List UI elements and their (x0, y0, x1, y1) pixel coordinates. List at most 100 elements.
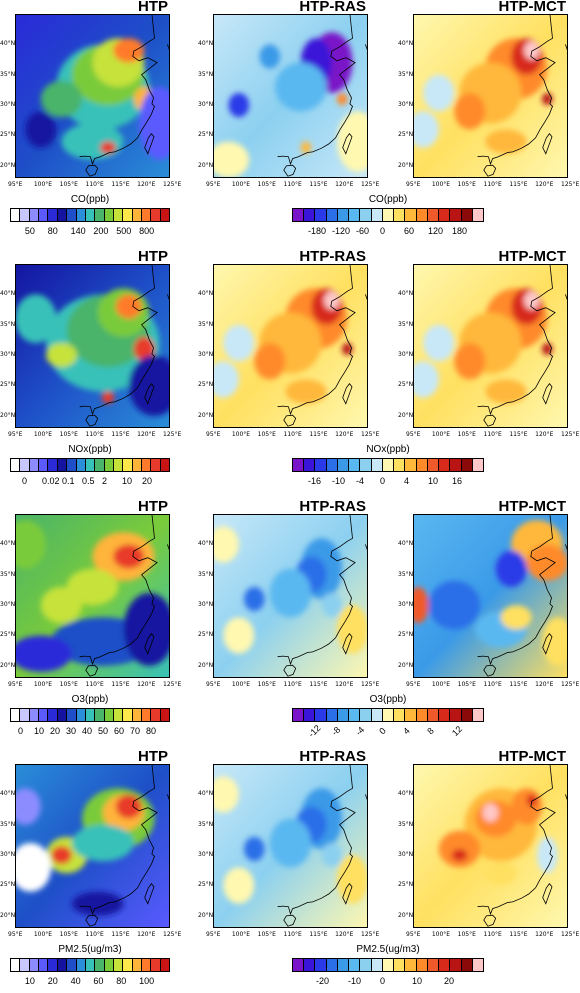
colorbar-swatch (472, 459, 483, 471)
colorbar-tick-label: 120 (428, 226, 444, 236)
colorbar-tick-label: 80 (146, 726, 157, 736)
lon-tick-label: 125°E (561, 931, 580, 938)
map-panel-r4-c3: HTP-MCT 40°N 35°N 30°N 25°N 20°N 95°E 100°E 105°… (398, 748, 579, 972)
field-blob (71, 824, 134, 862)
field-blob (223, 324, 255, 362)
hainan-outline (483, 414, 497, 427)
colorbar-tick-label: 80 (116, 976, 127, 986)
lon-tick-label: 95°E (206, 931, 221, 938)
colorbar-swatch (439, 709, 451, 721)
colorbar-swatch (450, 709, 462, 721)
abs-colorbar-label: CO(ppb) (70, 194, 110, 205)
field-blob (269, 568, 312, 618)
colorbar-swatch (123, 709, 133, 721)
colorbar-swatch (349, 709, 361, 721)
field-blob (285, 379, 327, 404)
field-blob (524, 291, 540, 310)
colorbar-tick-label: 0 (380, 476, 386, 486)
lon-tick-label: 100°E (33, 431, 53, 438)
korea-outline (565, 794, 568, 810)
field-blob (537, 836, 558, 874)
map-panel-r1-c3: HTP-MCT 40°N 35°N 30°N 25°N 20°N 95°E 100°E 105°… (398, 0, 579, 222)
field-blob (71, 891, 124, 916)
colorbar-tick-label: 0.02 (42, 476, 60, 486)
colorbar-tick-label: 500 (116, 226, 132, 236)
colorbar-tick-label: -10 (348, 976, 362, 986)
map-panel-r2-c1: HTP 40°N 35°N 30°N 25°N 20°N 95°E 100°E 105°E 110… (0, 248, 181, 472)
diff-colorbar-label: O3(ppb) (369, 694, 407, 705)
lon-tick-label: 105°E (59, 681, 78, 688)
colorbar-swatch (405, 459, 417, 471)
map-frame (413, 514, 568, 678)
taiwan-outline (144, 883, 155, 905)
lat-tick-label: 20°N (398, 911, 414, 919)
lon-tick-label: 95°E (206, 181, 221, 188)
korea-outline (167, 294, 170, 310)
colorbar-swatch (57, 709, 68, 721)
colorbar-swatch (405, 959, 417, 971)
lon-tick-label: 95°E (8, 181, 23, 188)
colorbar-tick-label: 30 (66, 726, 77, 736)
panel-title: HTP (138, 248, 168, 265)
lon-tick-label: 95°E (406, 431, 421, 438)
hainan-outline (283, 914, 297, 927)
lat-tick-label: 40°N (398, 40, 414, 48)
lat-tick-label: 35°N (0, 320, 16, 328)
lat-tick-label: 25°N (0, 131, 16, 139)
map-area (413, 264, 568, 428)
colorbar-tick-label: 200 (93, 226, 109, 236)
colorbar-swatch (11, 709, 21, 721)
map-svg (413, 764, 568, 928)
colorbar-swatch (416, 459, 428, 471)
map-area (413, 514, 568, 678)
coastline (277, 764, 356, 916)
map-area (15, 764, 170, 928)
lon-tick-label: 120°E (137, 681, 156, 688)
lat-tick-label: 25°N (398, 131, 414, 139)
lat-tick-label: 25°N (198, 631, 214, 639)
colorbar-swatch (382, 959, 395, 971)
colorbar-swatch (132, 959, 143, 971)
colorbar-swatch (416, 709, 428, 721)
lon-tick-label: 115°E (309, 681, 328, 688)
field-blob (342, 342, 353, 356)
field-blob (133, 336, 155, 362)
lat-tick-label: 25°N (0, 881, 16, 889)
field-blob (413, 361, 439, 398)
lon-tick-label: 120°E (137, 431, 156, 438)
lat-tick-label: 40°N (0, 40, 16, 48)
colorbar-swatch (104, 709, 114, 721)
lon-tick-label: 120°E (335, 181, 354, 188)
field-blob (115, 294, 142, 319)
lon-tick-label: 115°E (111, 181, 130, 188)
field-blob (213, 361, 239, 398)
map-area (213, 14, 368, 178)
colorbar-swatch (57, 209, 68, 221)
colorbar-tick-label: 60 (93, 976, 104, 986)
panel-title: HTP (138, 748, 168, 765)
field-blob (500, 605, 532, 630)
coastline (477, 764, 556, 916)
colorbar-swatch (394, 709, 406, 721)
colorbar-tick-label: -120 (332, 226, 351, 236)
diff-colorbar (292, 208, 484, 222)
lat-tick-label: 30°N (398, 351, 414, 359)
colorbar-tick-label: 8 (425, 725, 436, 737)
colorbar-swatch (472, 709, 483, 721)
map-frame (213, 514, 368, 678)
map-panel-r1-c1: HTP 40°N 35°N 30°N 25°N 20°N 95°E 100°E 105°E 110… (0, 0, 181, 222)
lon-tick-label: 105°E (257, 931, 276, 938)
colorbar-swatch (29, 209, 40, 221)
panel-title: HTP (138, 498, 168, 515)
field-blob (244, 586, 265, 612)
lon-tick-label: 120°E (335, 431, 354, 438)
lon-tick-label: 125°E (361, 681, 380, 688)
map-svg (413, 14, 568, 178)
field-blob (113, 544, 145, 569)
diff-colorbar (292, 708, 484, 722)
lon-tick-label: 110°E (85, 681, 104, 688)
colorbar-swatch (85, 209, 96, 221)
colorbar-tick-label: 0 (380, 226, 386, 236)
colorbar-swatch (371, 459, 383, 471)
colorbar-swatch (360, 959, 372, 971)
